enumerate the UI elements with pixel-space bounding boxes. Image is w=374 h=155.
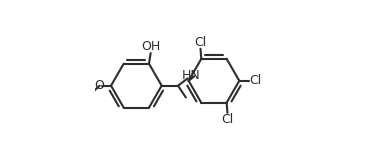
Text: O: O: [95, 79, 104, 92]
Text: Cl: Cl: [249, 74, 261, 87]
Text: Cl: Cl: [222, 113, 234, 126]
Text: OH: OH: [141, 40, 161, 53]
Text: Cl: Cl: [194, 36, 206, 49]
Text: HN: HN: [182, 69, 201, 82]
